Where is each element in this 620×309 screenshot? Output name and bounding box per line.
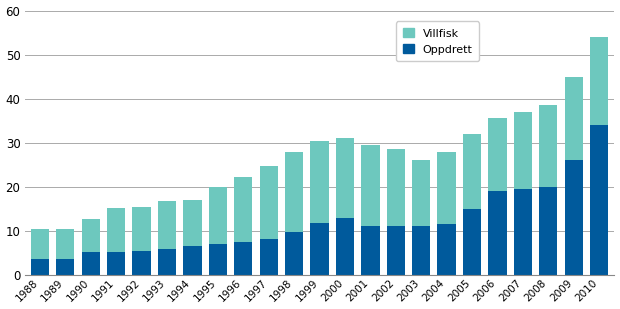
Bar: [82, 219, 100, 252]
Bar: [158, 249, 176, 275]
Legend: Villfisk, Oppdrett: Villfisk, Oppdrett: [396, 21, 479, 61]
Bar: [489, 191, 507, 275]
Bar: [590, 37, 608, 125]
Bar: [565, 160, 583, 275]
Bar: [412, 226, 430, 275]
Bar: [438, 151, 456, 224]
Bar: [387, 149, 405, 226]
Bar: [387, 226, 405, 275]
Bar: [438, 224, 456, 275]
Bar: [336, 138, 354, 218]
Bar: [158, 201, 176, 249]
Bar: [184, 200, 202, 246]
Bar: [260, 239, 278, 275]
Bar: [361, 145, 379, 226]
Bar: [463, 134, 481, 209]
Bar: [412, 160, 430, 226]
Bar: [31, 260, 49, 275]
Bar: [311, 142, 329, 223]
Bar: [107, 208, 125, 252]
Bar: [565, 77, 583, 160]
Bar: [56, 229, 74, 260]
Bar: [590, 125, 608, 275]
Bar: [539, 187, 557, 275]
Bar: [514, 189, 532, 275]
Bar: [514, 112, 532, 189]
Bar: [260, 166, 278, 239]
Bar: [234, 242, 252, 275]
Bar: [336, 218, 354, 275]
Bar: [285, 151, 303, 232]
Bar: [133, 251, 151, 275]
Bar: [311, 223, 329, 275]
Bar: [209, 187, 227, 244]
Bar: [56, 260, 74, 275]
Bar: [285, 232, 303, 275]
Bar: [539, 105, 557, 187]
Bar: [463, 209, 481, 275]
Bar: [489, 118, 507, 191]
Bar: [133, 207, 151, 251]
Bar: [82, 252, 100, 275]
Bar: [209, 244, 227, 275]
Bar: [31, 229, 49, 260]
Bar: [361, 226, 379, 275]
Bar: [107, 252, 125, 275]
Bar: [184, 246, 202, 275]
Bar: [234, 177, 252, 242]
